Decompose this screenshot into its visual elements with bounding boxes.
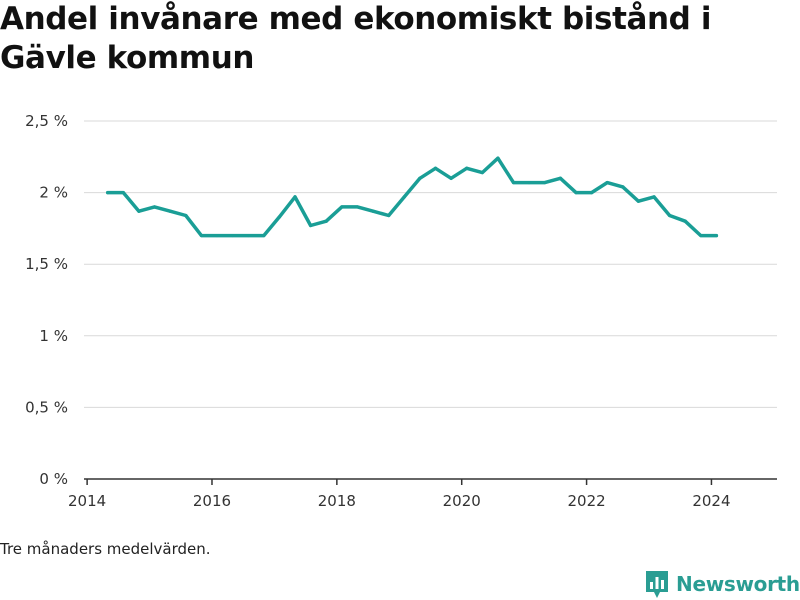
data-point — [714, 233, 719, 238]
data-point — [324, 219, 328, 223]
y-gridlines — [84, 120, 777, 408]
data-point — [496, 156, 500, 160]
brand-logo: Newsworthy — [644, 568, 800, 600]
data-point — [152, 205, 157, 209]
data-point — [683, 219, 687, 223]
data-point — [668, 213, 672, 218]
data-point — [230, 233, 235, 238]
y-tick-label: 1,5 % — [25, 255, 68, 273]
series-line — [105, 156, 719, 238]
x-axis-labels: 2014 2016 2018 2020 2022 2024 — [68, 492, 731, 510]
x-tick-label: 2016 — [193, 492, 231, 510]
data-point — [262, 233, 266, 238]
data-point — [511, 180, 516, 185]
data-point — [652, 195, 656, 199]
y-tick-label: 0 % — [39, 470, 68, 488]
data-point — [106, 191, 110, 195]
data-point — [418, 176, 422, 180]
y-tick-label: 0,5 % — [25, 398, 68, 416]
data-point — [168, 209, 172, 213]
x-axis-ticks — [86, 479, 713, 485]
data-point — [574, 191, 578, 195]
data-point — [387, 213, 391, 218]
x-tick-label: 2018 — [318, 492, 356, 510]
data-point — [449, 176, 453, 180]
data-point — [137, 209, 141, 213]
y-axis-labels: 0 % 0,5 % 1 % 1,5 % 2 % 2,5 % — [25, 112, 68, 488]
y-tick-label: 2 % — [39, 184, 68, 202]
y-tick-label: 2,5 % — [25, 112, 68, 130]
data-point — [527, 180, 531, 185]
data-point — [309, 223, 313, 228]
chart-title: Andel invånare med ekonomiskt bistånd i … — [0, 1, 712, 76]
data-point — [589, 191, 594, 195]
newsworthy-logo-icon — [646, 571, 668, 598]
data-point — [699, 233, 703, 238]
footnote: Tre månaders medelvärden. — [0, 540, 211, 558]
brand-name: Newsworthy — [676, 572, 800, 596]
data-point — [433, 166, 438, 170]
data-point — [558, 176, 562, 180]
data-point — [480, 170, 484, 175]
x-tick-label: 2024 — [692, 492, 730, 510]
data-point — [215, 233, 219, 238]
y-tick-label: 1 % — [39, 327, 68, 345]
data-point — [184, 213, 188, 218]
data-point — [465, 166, 469, 170]
data-point — [402, 195, 406, 199]
data-point — [340, 205, 344, 209]
data-point — [121, 191, 125, 195]
data-point — [636, 199, 641, 203]
series-points — [106, 156, 719, 238]
x-tick-label: 2020 — [443, 492, 481, 510]
x-tick-label: 2014 — [68, 492, 106, 510]
data-point — [293, 195, 297, 199]
data-point — [199, 233, 203, 238]
data-point — [371, 209, 375, 213]
data-point — [246, 233, 250, 238]
data-point — [355, 205, 360, 209]
data-point — [543, 180, 547, 185]
line-chart: 0 % 0,5 % 1 % 1,5 % 2 % 2,5 % 2014 2016 2018 202… — [25, 112, 777, 510]
data-point — [621, 185, 625, 189]
data-point — [277, 215, 282, 219]
x-tick-label: 2022 — [567, 492, 605, 510]
data-point — [605, 180, 609, 185]
